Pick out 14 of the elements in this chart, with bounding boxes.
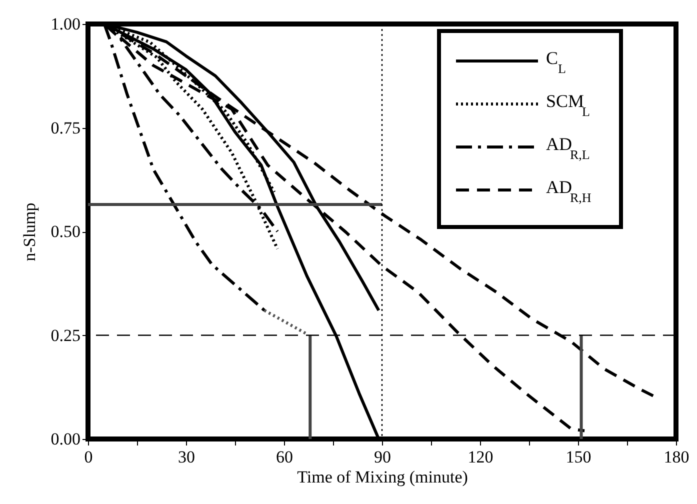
x-tick-label: 90	[374, 448, 391, 466]
y-tick-label: 0.50	[50, 222, 80, 241]
y-tick-label: 0.75	[50, 118, 80, 138]
x-tick-label: 0	[84, 448, 93, 466]
y-tick-label: 0.00	[50, 430, 80, 448]
x-axis-title: Time of Mixing (minute)	[297, 468, 468, 486]
x-tick-label: 180	[664, 448, 690, 466]
y-tick-label: 0.25	[50, 326, 80, 345]
y-tick-label: 1.00	[50, 14, 80, 34]
x-tick-label: 30	[178, 448, 195, 466]
x-tick-label: 60	[276, 448, 293, 466]
y-axis-title: n-Slump	[20, 202, 39, 262]
x-tick-label: 150	[566, 448, 592, 466]
x-tick-label: 120	[468, 448, 494, 466]
